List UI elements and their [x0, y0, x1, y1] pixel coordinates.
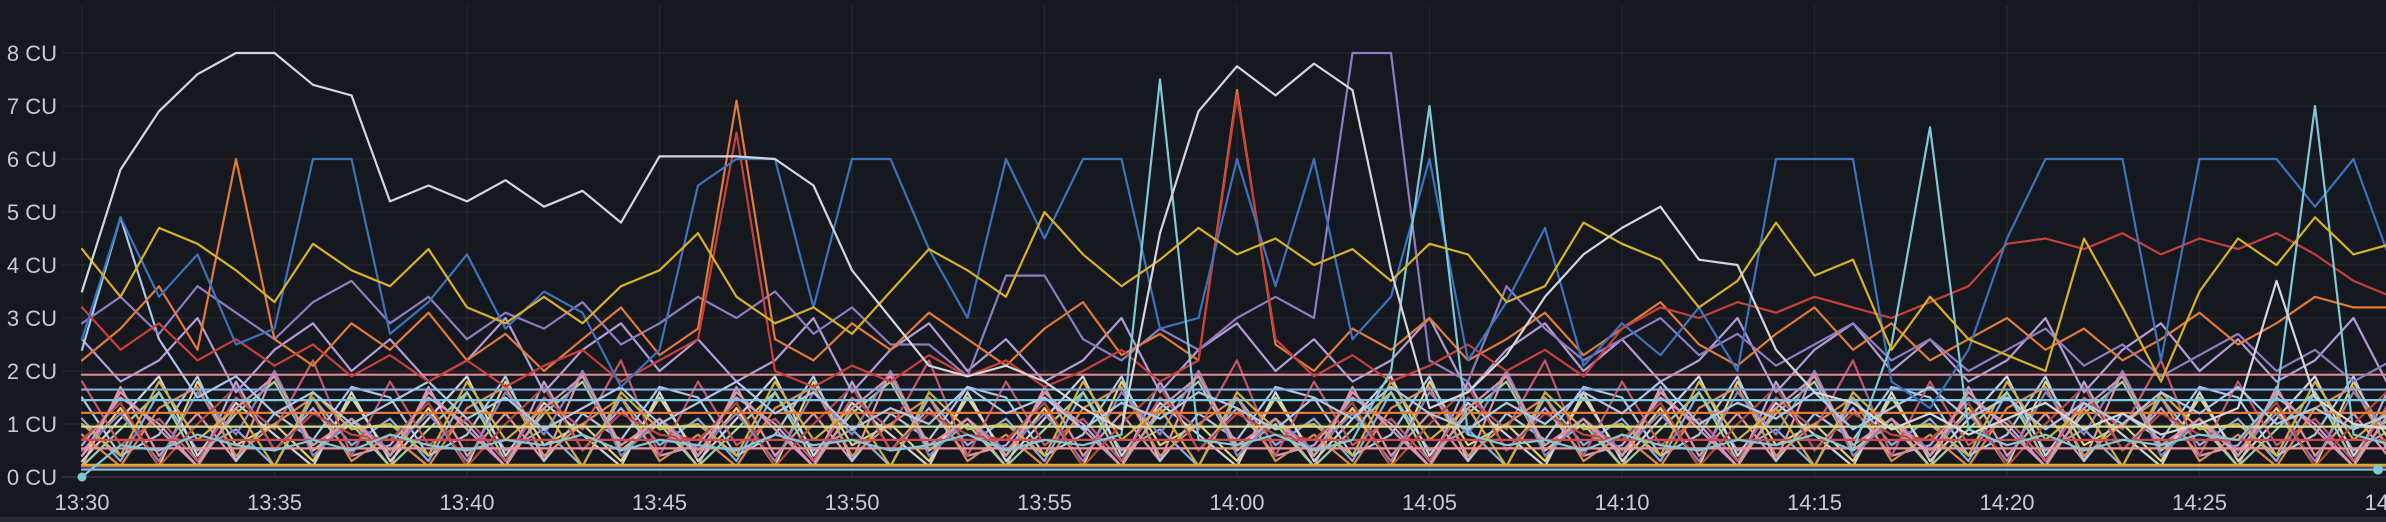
x-axis-label: 14:05: [1402, 490, 1457, 515]
series-line-white: [80, 51, 2386, 436]
series-line-noise-lavender: [80, 369, 2386, 463]
y-axis-label: 4 CU: [7, 253, 57, 278]
x-axis-label: 13:55: [1017, 490, 1072, 515]
panel-bottom-edge: [0, 517, 2386, 522]
series-line-noise-orange: [80, 385, 2386, 468]
x-axis-label: 14:00: [1209, 490, 1264, 515]
y-axis-label: 7 CU: [7, 94, 57, 119]
x-axis-label: 13:45: [632, 490, 687, 515]
x-axis-label: 14:20: [1979, 490, 2034, 515]
series-line-noise-gold: [80, 380, 2386, 468]
y-axis-label: 3 CU: [7, 306, 57, 331]
series-line-noise-palegreen: [80, 380, 2386, 468]
series-line-red: [80, 94, 2386, 388]
x-axis-label: 13:35: [247, 490, 302, 515]
x-axis-label: 14:15: [1787, 490, 1842, 515]
y-axis-label: 6 CU: [7, 147, 57, 172]
y-axis-label: 2 CU: [7, 359, 57, 384]
series-start-dot-teal: [77, 472, 87, 482]
series-line-teal: [80, 78, 2386, 479]
x-axis-label: 14:25: [2172, 490, 2227, 515]
series-end-dot-flat-cyan-0.14: [2373, 464, 2383, 475]
series-line-lightsteel-blue: [80, 216, 2386, 431]
x-axis-label: 14:30: [2364, 490, 2386, 515]
series-line-yellow: [80, 210, 2386, 383]
y-axis-label: 0 CU: [7, 465, 57, 490]
y-axis-label: 8 CU: [7, 41, 57, 66]
series-line-purple: [80, 51, 2386, 383]
x-axis-label: 13:30: [54, 490, 109, 515]
y-axis-label: 1 CU: [7, 412, 57, 437]
x-axis-label: 13:50: [824, 490, 879, 515]
series-line-blue: [80, 157, 2386, 410]
y-axis-label: 5 CU: [7, 200, 57, 225]
x-axis-label: 14:10: [1594, 490, 1649, 515]
x-axis-label: 13:40: [439, 490, 494, 515]
